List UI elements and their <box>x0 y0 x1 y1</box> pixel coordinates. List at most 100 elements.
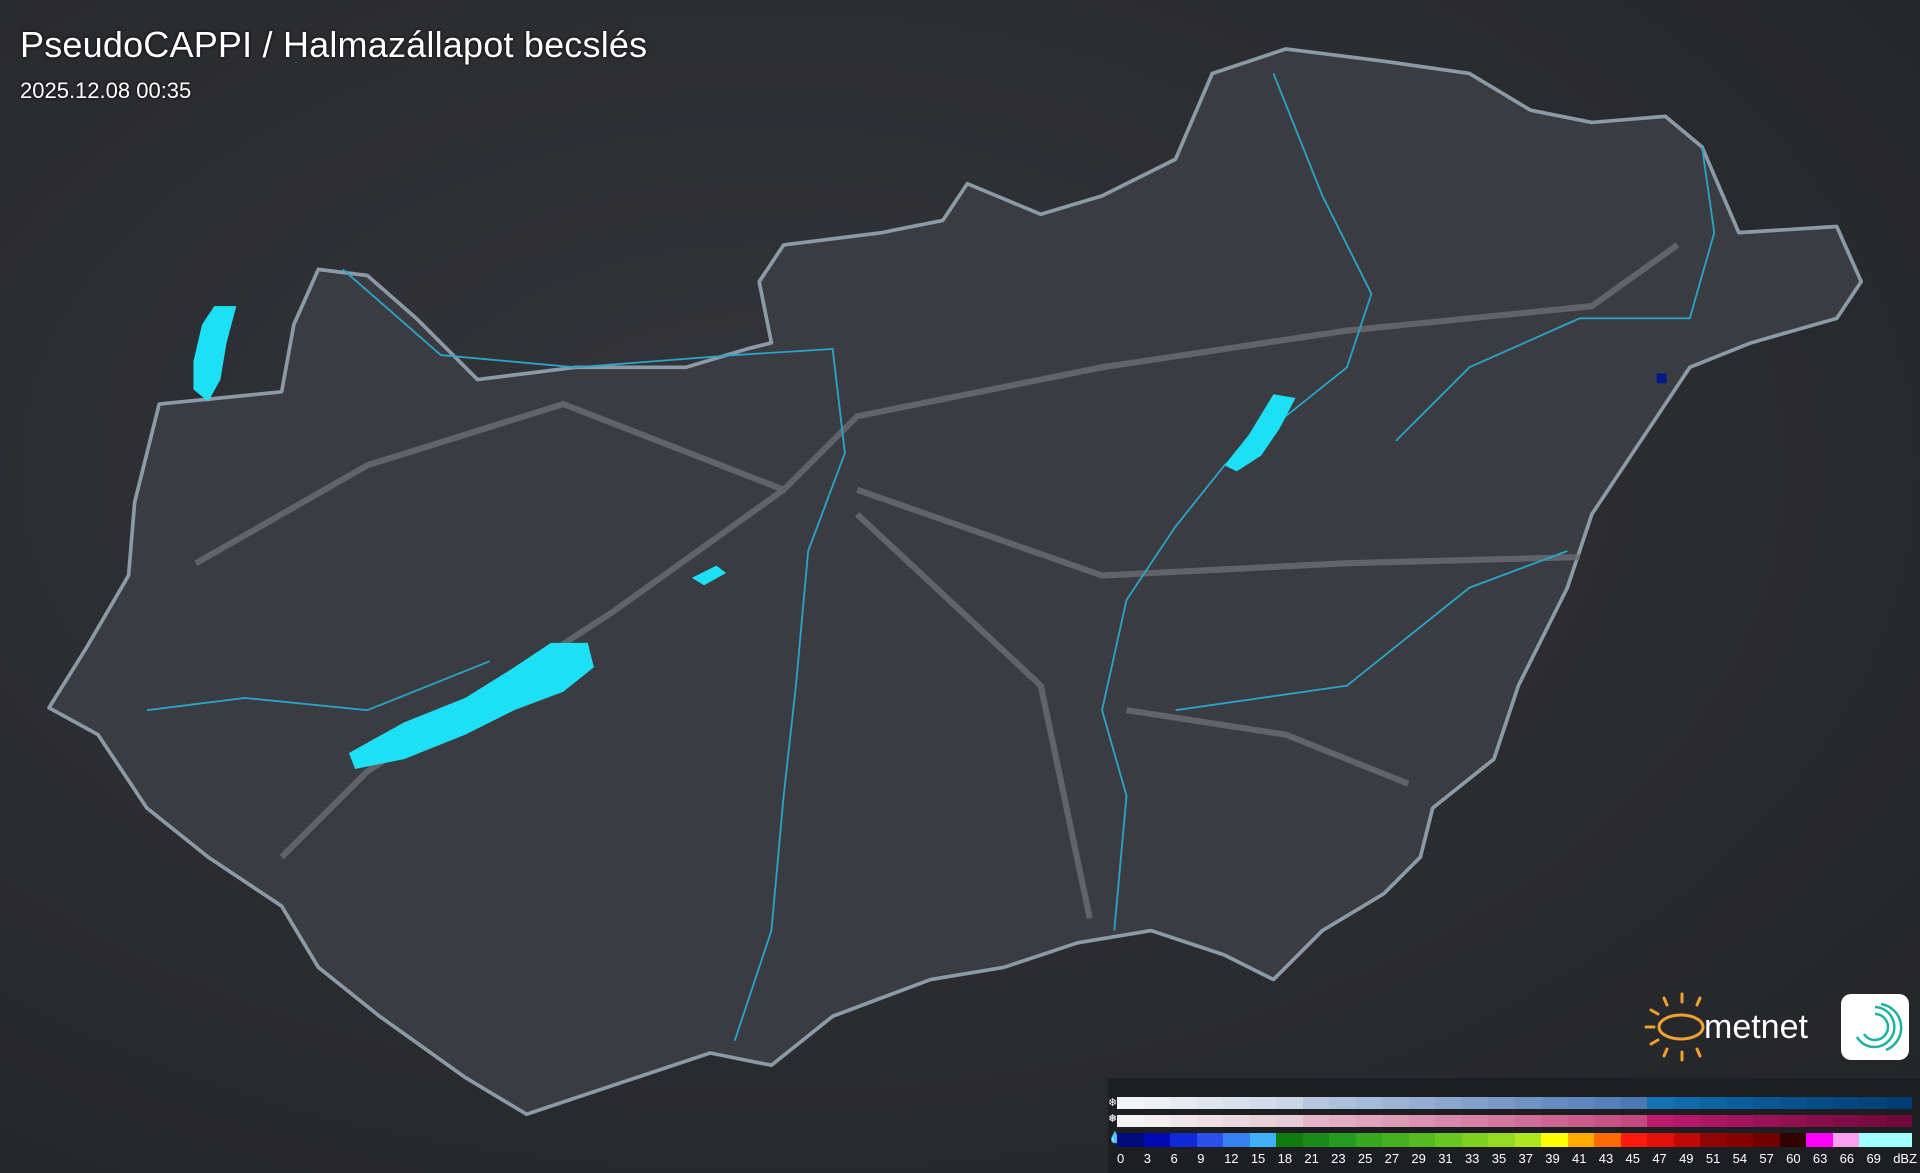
snow-scale <box>1117 1097 1912 1109</box>
rain-swatch <box>1382 1133 1409 1147</box>
scale-label: 12 <box>1224 1151 1239 1166</box>
snow-swatch <box>1382 1097 1409 1109</box>
rain-swatch <box>1567 1133 1594 1147</box>
mixed-swatch <box>1355 1115 1382 1127</box>
mixed-swatch <box>1249 1115 1276 1127</box>
mixed-swatch <box>1276 1115 1303 1127</box>
snow-swatch <box>1143 1097 1170 1109</box>
scale-label: 33 <box>1464 1151 1480 1166</box>
snow-swatch <box>1329 1097 1356 1109</box>
snow-swatch <box>1488 1097 1515 1109</box>
mixed-swatch <box>1170 1115 1197 1127</box>
radar-echo <box>1656 373 1667 384</box>
rain-swatch <box>1170 1133 1197 1147</box>
rain-swatch <box>1647 1133 1674 1147</box>
rain-swatch <box>1620 1133 1647 1147</box>
scale-label: 66 <box>1839 1151 1855 1166</box>
rain-swatch <box>1435 1133 1462 1147</box>
snow-swatch <box>1117 1097 1144 1109</box>
scale-label: 25 <box>1357 1151 1373 1166</box>
snow-swatch <box>1567 1097 1594 1109</box>
rain-swatch <box>1302 1133 1329 1147</box>
rain-swatch <box>1859 1133 1886 1147</box>
mixed-swatch <box>1700 1115 1727 1127</box>
snow-swatch <box>1408 1097 1435 1109</box>
snow-swatch <box>1673 1097 1700 1109</box>
mixed-swatch <box>1435 1115 1462 1127</box>
rain-swatch <box>1249 1133 1276 1147</box>
scale-label: 27 <box>1384 1151 1400 1166</box>
sleet-icon: ❅ <box>1108 1113 1118 1125</box>
mixed-swatch <box>1302 1115 1329 1127</box>
rain-swatch <box>1408 1133 1435 1147</box>
scale-label: 0 <box>1117 1151 1125 1166</box>
rain-swatch <box>1143 1133 1170 1147</box>
rain-swatch <box>1885 1133 1912 1147</box>
metnet-logo: metnet <box>1644 992 1909 1062</box>
rain-swatch <box>1117 1133 1144 1147</box>
snow-swatch <box>1779 1097 1806 1109</box>
snow-swatch <box>1355 1097 1382 1109</box>
snow-swatch <box>1885 1097 1912 1109</box>
rain-swatch <box>1329 1133 1356 1147</box>
lake-balaton <box>348 642 594 769</box>
snow-swatch <box>1302 1097 1329 1109</box>
scale-label: dBZ <box>1893 1151 1918 1166</box>
mixed-swatch <box>1753 1115 1780 1127</box>
scale-label: 9 <box>1197 1151 1205 1166</box>
mixed-swatch <box>1594 1115 1621 1127</box>
rain-swatch <box>1753 1133 1780 1147</box>
snow-swatch <box>1647 1097 1674 1109</box>
snowflake-icon: ❄ <box>1108 1097 1118 1109</box>
snow-swatch <box>1620 1097 1647 1109</box>
mixed-swatch <box>1117 1115 1144 1127</box>
mixed-swatch <box>1408 1115 1435 1127</box>
scale-label: 23 <box>1331 1151 1346 1166</box>
snow-swatch <box>1832 1097 1859 1109</box>
scale-label: 51 <box>1705 1151 1721 1166</box>
lake-velence <box>691 565 727 586</box>
snow-swatch <box>1249 1097 1276 1109</box>
mixed-swatch <box>1329 1115 1356 1127</box>
scale-label: 29 <box>1411 1151 1426 1166</box>
scale-label: 3 <box>1143 1151 1151 1166</box>
lakes <box>193 306 1296 769</box>
mixed-swatch <box>1726 1115 1753 1127</box>
rain-swatch <box>1276 1133 1303 1147</box>
scale-label: 18 <box>1277 1151 1293 1166</box>
snow-swatch <box>1461 1097 1488 1109</box>
rain-swatch <box>1673 1133 1700 1147</box>
snow-swatch <box>1700 1097 1727 1109</box>
mixed-swatch <box>1779 1115 1806 1127</box>
app-icon <box>1841 994 1909 1060</box>
snow-swatch <box>1514 1097 1541 1109</box>
map-title: PseudoCAPPI / Halmazállapot becslés <box>20 24 648 65</box>
snow-swatch <box>1806 1097 1833 1109</box>
scale-label: 60 <box>1786 1151 1801 1166</box>
rain-swatch <box>1355 1133 1382 1147</box>
scale-label: 63 <box>1812 1151 1828 1166</box>
color-legend: ❄ ❅ 💧 0 3 6 9 12 15 18 21 23 25 27 29 31 33 35 37 39 41 43… <box>1108 1078 1920 1173</box>
rain-swatch <box>1594 1133 1621 1147</box>
mixed-swatch <box>1832 1115 1859 1127</box>
mixed-swatch <box>1647 1115 1674 1127</box>
scale-label: 37 <box>1518 1151 1533 1166</box>
country-outline <box>47 47 1864 1117</box>
snow-swatch <box>1276 1097 1303 1109</box>
mixed-swatch <box>1673 1115 1700 1127</box>
rain-scale <box>1117 1133 1912 1147</box>
snow-swatch <box>1435 1097 1462 1109</box>
snow-swatch <box>1859 1097 1886 1109</box>
mixed-scale <box>1117 1115 1912 1127</box>
scale-label: 6 <box>1170 1151 1178 1166</box>
scale-label: 54 <box>1732 1151 1748 1166</box>
scale-label: 15 <box>1250 1151 1266 1166</box>
scale-label: 49 <box>1679 1151 1694 1166</box>
scale-label: 45 <box>1625 1151 1641 1166</box>
rain-swatch <box>1223 1133 1250 1147</box>
scale-label: 35 <box>1491 1151 1507 1166</box>
scale-label: 41 <box>1572 1151 1587 1166</box>
rain-swatch <box>1700 1133 1727 1147</box>
snow-swatch <box>1594 1097 1621 1109</box>
